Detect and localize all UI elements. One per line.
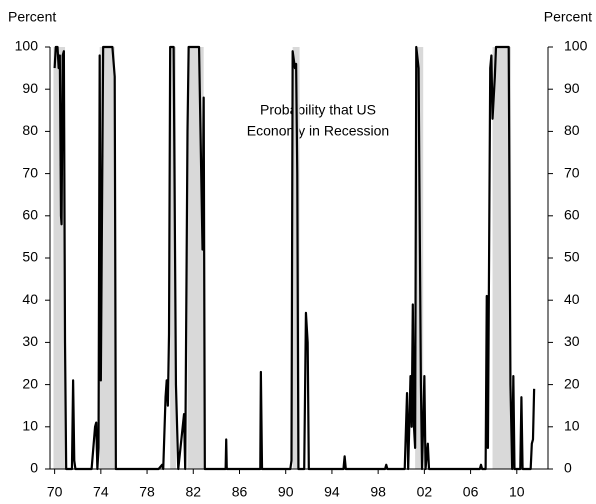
x-tick-label: 02 [417, 484, 433, 500]
y-tick-label: 100 [15, 38, 39, 54]
y2-tick-label: 100 [564, 38, 588, 54]
x-tick-label: 74 [93, 484, 109, 500]
x-tick-label: 90 [278, 484, 294, 500]
y2-tick-label: 50 [564, 249, 580, 265]
x-tick-label: 86 [232, 484, 248, 500]
y-axis-label: Percent [8, 9, 56, 25]
annotation: Probability that US [260, 102, 376, 118]
y2-tick-label: 30 [564, 333, 580, 349]
x-tick-label: 10 [509, 484, 525, 500]
y-tick-label: 0 [30, 460, 38, 476]
y2-axis-label: Percent [544, 9, 592, 25]
y2-tick-label: 80 [564, 122, 580, 138]
y-tick-label: 90 [22, 80, 38, 96]
y2-tick-label: 90 [564, 80, 580, 96]
y2-tick-label: 60 [564, 207, 580, 223]
y-tick-label: 60 [22, 207, 38, 223]
recession-band [492, 47, 512, 469]
y-tick-label: 40 [22, 291, 38, 307]
y2-tick-label: 20 [564, 375, 580, 391]
y-tick-label: 20 [22, 375, 38, 391]
recession-band [53, 47, 66, 469]
y-tick-label: 30 [22, 333, 38, 349]
probability-line [53, 45, 536, 471]
x-tick-label: 82 [185, 484, 201, 500]
x-tick-label: 78 [139, 484, 155, 500]
x-tick-label: 70 [47, 484, 63, 500]
y-tick-label: 70 [22, 164, 38, 180]
x-tick-label: 06 [463, 484, 479, 500]
recession-band [187, 47, 204, 469]
y-tick-label: 50 [22, 249, 38, 265]
y-tick-label: 10 [22, 418, 38, 434]
x-tick-label: 94 [324, 484, 340, 500]
y2-tick-label: 10 [564, 418, 580, 434]
recession-band [170, 47, 176, 469]
y2-tick-label: 0 [564, 460, 572, 476]
y-tick-label: 80 [22, 122, 38, 138]
recession-band [292, 47, 300, 469]
y2-tick-label: 70 [564, 164, 580, 180]
annotation: Economy in Recession [247, 123, 389, 139]
x-tick-label: 98 [370, 484, 386, 500]
y2-tick-label: 40 [564, 291, 580, 307]
